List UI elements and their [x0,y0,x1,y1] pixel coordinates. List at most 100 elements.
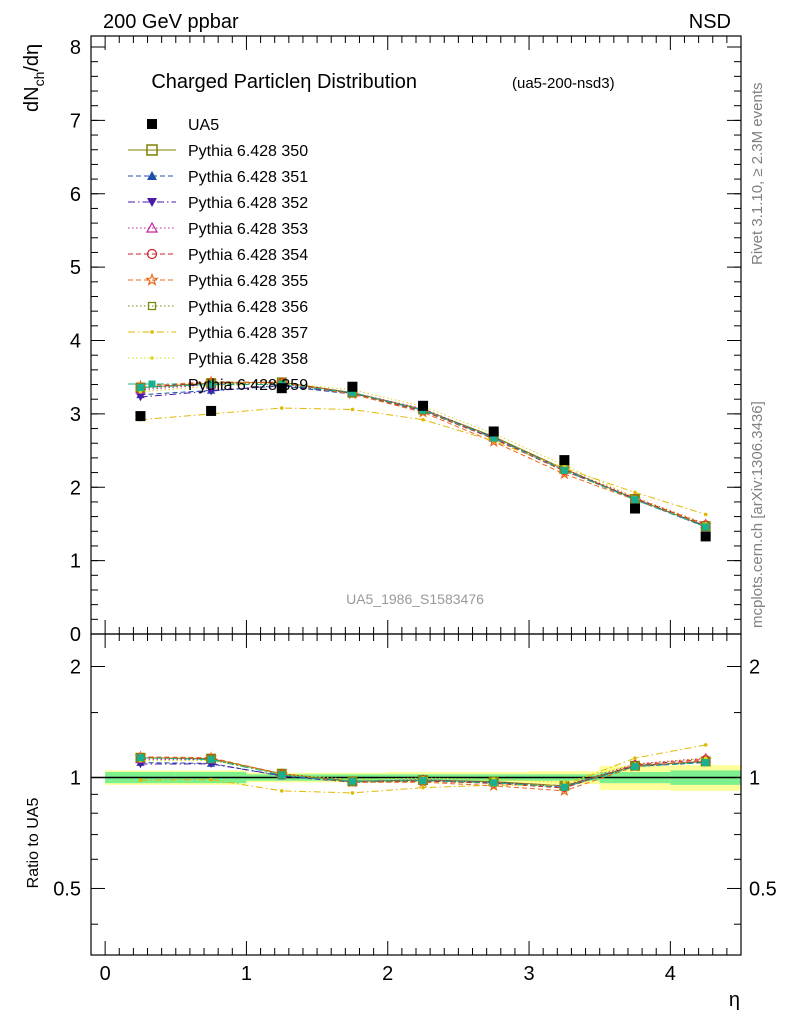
y-tick-label: 0 [70,624,81,646]
legend-marker [146,248,158,260]
ratio-y-tick-label: 2 [70,656,81,678]
rivet-version-label: Rivet 3.1.10, ≥ 2.3M events [749,83,766,266]
ratio-series-line [140,744,706,794]
y-label-tail: /dη [21,44,43,72]
main-y-axis-label: dNch/dη [21,44,47,112]
data-point [488,426,499,437]
series-point [350,407,355,412]
series-line [140,384,706,528]
ratio-y-tick-label: 0.5 [53,878,81,900]
y-tick-label: 4 [70,331,81,353]
legend-item: Pythia 6.428 355 [128,272,308,290]
ratio-series-point [490,779,498,787]
legend-label: Pythia 6.428 350 [188,143,308,160]
series-point [206,387,216,396]
ratio-series-point [562,780,567,785]
legend-label: Pythia 6.428 357 [188,325,308,342]
event-type-label: NSD [689,11,731,33]
legend: UA5 Pythia 6.428 350 Pythia 6.428 351 Pythi… [128,117,308,394]
series-point [138,390,143,394]
series-8 [138,406,708,517]
ratio-series-point [421,785,425,790]
series-point [633,490,637,495]
ratio-series-point [633,756,637,760]
series-point [703,512,708,517]
ratio-y-tick-label-right: 1 [749,767,760,789]
legend-item: Pythia 6.428 353 [128,221,308,238]
series-point [631,496,639,504]
legend-label: Pythia 6.428 353 [188,221,308,238]
legend-marker [150,330,154,334]
series-line [140,381,706,526]
main-axes: 0 1 2 3 4 5 6 7 8 [70,35,742,646]
main-panel: 0 1 2 3 4 5 6 7 8 Charged Particleη Distribution… [21,35,742,646]
y-label-main: dN [21,86,43,112]
legend-marker [145,272,159,286]
legend-marker [146,144,158,156]
data-point [206,405,217,416]
ratio-series-point [419,777,427,785]
x-tick-label: 1 [241,963,252,985]
ratio-series-line [140,757,706,788]
legend-item: Pythia 6.428 352 [128,195,308,212]
y-tick-label: 6 [70,184,81,206]
ratio-panel: 0.5 0.5 1 1 2 2 0 1 2 3 4 Ratio to UA5 η [25,633,777,1011]
series-line [140,407,706,515]
legend-item: Pythia 6.428 350 [128,143,308,160]
series-point [702,523,710,531]
series-point [136,393,145,402]
legend-item: UA5 [147,117,219,134]
ratio-frame [90,633,742,956]
ratio-series-point [278,771,286,779]
legend-label: Pythia 6.428 359 [188,377,308,394]
data-point [347,381,358,392]
legend-marker [147,119,157,129]
ratio-plot-content [91,743,741,797]
ratio-series-point [136,754,144,762]
data-series-ua5 [135,381,711,542]
ratio-series-point [560,783,568,791]
legend-label: Pythia 6.428 354 [188,247,308,264]
x-tick-label: 3 [523,963,534,985]
series-point [136,383,144,391]
legend-marker [147,301,157,311]
x-axis-label: η [729,989,740,1011]
series-point [490,434,498,442]
legend-marker [145,221,159,233]
data-point [630,503,641,514]
ratio-series-10 [136,754,710,791]
x-tick-label: 4 [665,963,676,985]
ratio-y-tick-label: 1 [70,767,81,789]
y-tick-label: 2 [70,477,81,499]
x-tick-label: 0 [100,963,111,985]
legend-marker [147,171,157,180]
ratio-axes: 0.5 0.5 1 1 2 2 0 1 2 3 4 [53,633,777,985]
series-point [560,466,568,474]
x-tick-label: 2 [382,963,393,985]
legend-item: Pythia 6.428 358 [128,351,308,368]
legend-item: Pythia 6.428 354 [128,247,308,264]
legend-marker [148,380,156,388]
y-label-subscript: ch [31,72,47,87]
series-6 [134,375,712,531]
chart-subtitle: (ua5-200-nsd3) [512,75,615,92]
y-tick-label: 5 [70,257,81,279]
legend-item: Pythia 6.428 359 [128,377,308,394]
ratio-series-point [350,791,355,795]
legend-item: Pythia 6.428 356 [128,299,308,316]
ratio-y-axis-label: Ratio to UA5 [25,798,42,889]
series-line [140,381,706,526]
ratio-series-point [348,777,356,785]
y-tick-label: 7 [70,110,81,132]
data-point [418,400,429,411]
data-point [700,531,711,542]
legend-label: Pythia 6.428 352 [188,195,308,212]
data-point [135,411,146,422]
chart-title: Charged Particleη Distribution [151,71,417,93]
legend-label: Pythia 6.428 351 [188,169,308,186]
y-tick-label: 1 [70,551,81,573]
mcplots-reference-label: mcplots.cern.ch [arXiv:1306.3436] [749,401,766,628]
data-point [559,455,570,466]
